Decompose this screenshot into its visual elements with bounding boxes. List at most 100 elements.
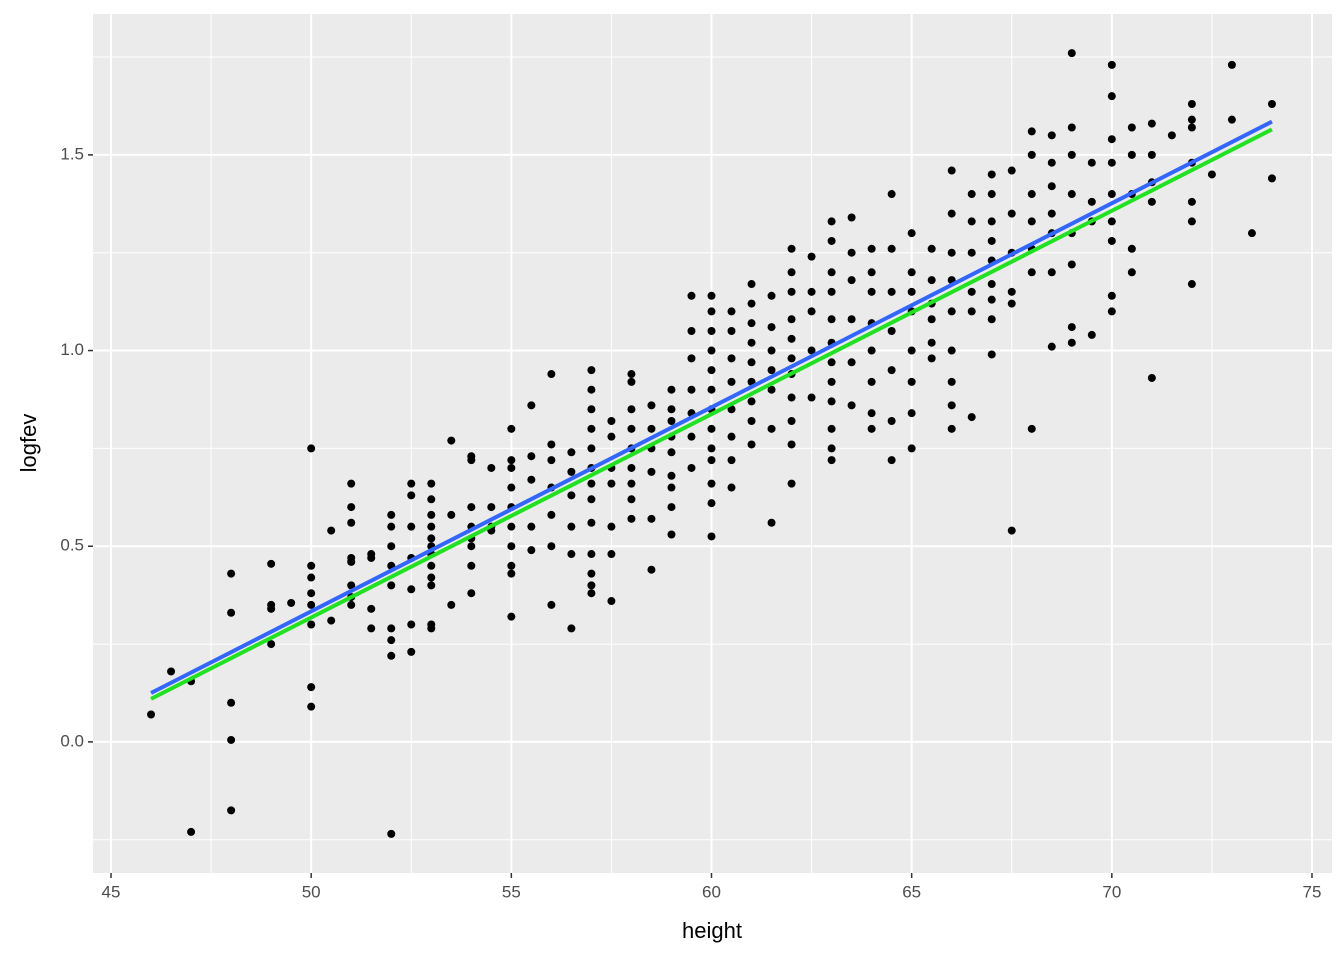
point [787, 440, 796, 449]
point [847, 248, 856, 257]
point [567, 448, 576, 457]
point [227, 608, 236, 617]
point [427, 495, 436, 504]
point [747, 416, 756, 425]
point [807, 252, 816, 261]
point [447, 436, 456, 445]
point [707, 366, 716, 375]
point [727, 307, 736, 316]
point [707, 444, 716, 453]
y-tick-label: 0.0 [60, 731, 84, 750]
point [767, 291, 776, 300]
point [387, 542, 396, 551]
point [887, 190, 896, 199]
point [607, 597, 616, 606]
point [427, 581, 436, 590]
point [347, 600, 356, 609]
point [227, 698, 236, 707]
point [647, 401, 656, 410]
point [867, 377, 876, 386]
point [767, 366, 776, 375]
point [847, 401, 856, 410]
point [587, 550, 596, 559]
point [547, 600, 556, 609]
point [787, 416, 796, 425]
point [987, 295, 996, 304]
point [787, 334, 796, 343]
point [167, 667, 176, 676]
point [847, 213, 856, 222]
point [1067, 338, 1076, 347]
point [787, 287, 796, 296]
point [607, 416, 616, 425]
point [267, 640, 276, 649]
point [787, 393, 796, 402]
point [947, 424, 956, 433]
point [647, 565, 656, 574]
point [1267, 174, 1276, 183]
point [1147, 373, 1156, 382]
point [507, 561, 516, 570]
point [1027, 424, 1036, 433]
point [307, 561, 316, 570]
point [987, 190, 996, 199]
y-tick-label: 1.5 [60, 144, 84, 163]
point [1047, 342, 1056, 351]
point [307, 589, 316, 598]
point [727, 432, 736, 441]
point [687, 463, 696, 472]
point [1067, 190, 1076, 199]
point [1147, 197, 1156, 206]
point [847, 358, 856, 367]
point [627, 405, 636, 414]
point [667, 385, 676, 394]
point [1007, 287, 1016, 296]
y-axis-title: logfev [16, 414, 41, 473]
point [767, 346, 776, 355]
point [907, 409, 916, 418]
point [807, 287, 816, 296]
point [1067, 260, 1076, 269]
point [707, 456, 716, 465]
point [1167, 131, 1176, 140]
point [307, 683, 316, 692]
point [467, 589, 476, 598]
point [847, 276, 856, 285]
point [627, 377, 636, 386]
point [687, 326, 696, 335]
point [367, 604, 376, 613]
point [427, 510, 436, 519]
point [667, 405, 676, 414]
point [847, 315, 856, 324]
point [627, 514, 636, 523]
point [707, 499, 716, 508]
x-tick-label: 45 [102, 882, 121, 901]
point [1047, 131, 1056, 140]
point [627, 495, 636, 504]
point [987, 350, 996, 359]
point [1107, 135, 1116, 144]
x-tick-label: 60 [702, 882, 721, 901]
point [607, 522, 616, 531]
point [1187, 123, 1196, 132]
point [587, 479, 596, 488]
point [807, 393, 816, 402]
point [707, 326, 716, 335]
point [467, 542, 476, 551]
point [947, 166, 956, 175]
point [1227, 60, 1236, 69]
point [887, 366, 896, 375]
point [707, 346, 716, 355]
point [567, 550, 576, 559]
point [487, 463, 496, 472]
point [427, 534, 436, 543]
point [307, 702, 316, 711]
point [1047, 209, 1056, 218]
point [887, 326, 896, 335]
x-tick-label: 75 [1303, 882, 1322, 901]
point [1007, 526, 1016, 535]
point [627, 370, 636, 379]
point [547, 510, 556, 519]
point [787, 354, 796, 363]
point [547, 370, 556, 379]
